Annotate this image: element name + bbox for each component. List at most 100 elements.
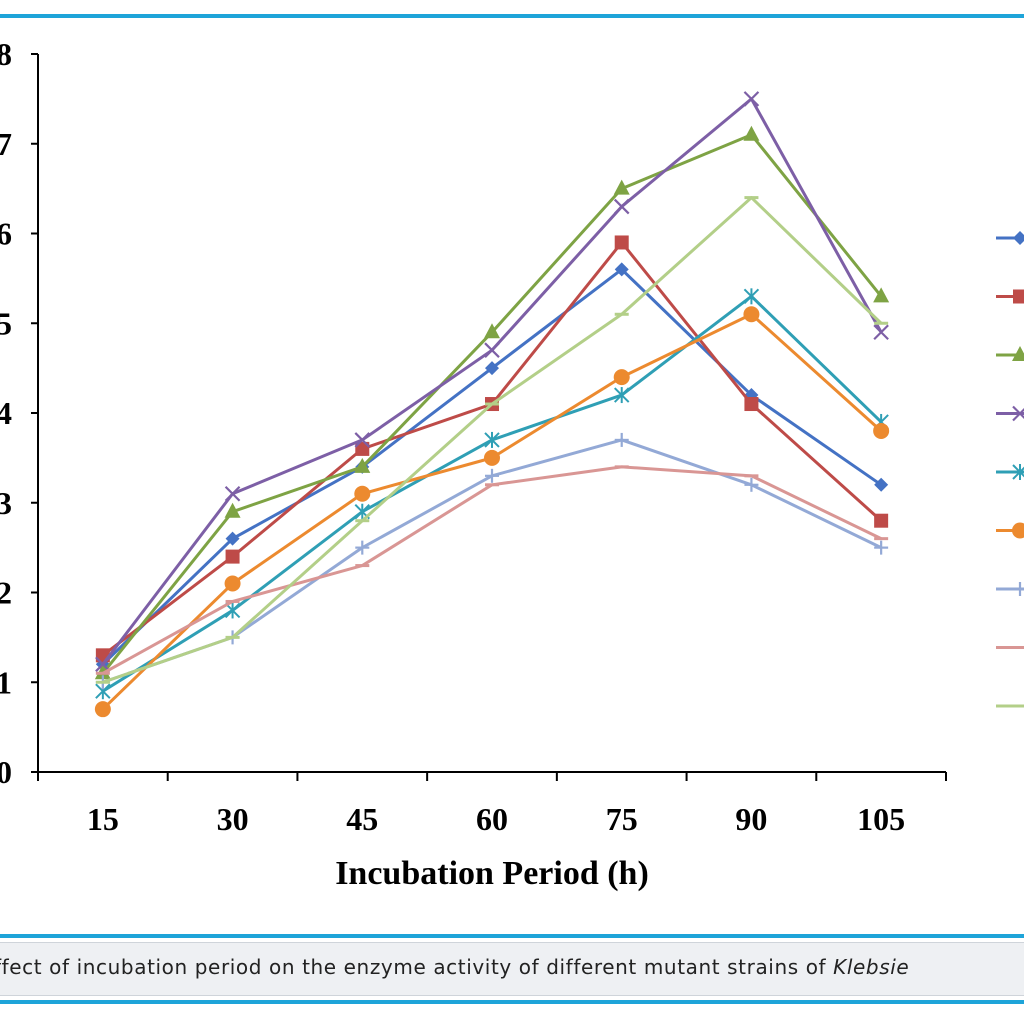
x-marker-stroke <box>1012 407 1024 422</box>
y-tick-label: 3 <box>0 485 12 521</box>
data-point <box>743 125 760 141</box>
x-tick-label: 105 <box>857 801 905 837</box>
data-point <box>224 502 241 518</box>
legend-marker <box>1012 464 1024 480</box>
y-tick-label: 8 <box>0 36 12 72</box>
data-point <box>484 342 500 358</box>
data-point <box>613 179 630 195</box>
y-tick-label: 7 <box>0 126 12 162</box>
circle-marker <box>743 306 760 323</box>
data-point <box>355 441 370 456</box>
square-marker <box>1013 289 1024 304</box>
x-marker-stroke <box>873 324 889 341</box>
x-axis-title: Incubation Period (h) <box>335 855 649 892</box>
series-5 <box>95 288 889 700</box>
data-point <box>485 361 499 376</box>
legend-item-3 <box>996 346 1024 361</box>
square-marker <box>614 235 629 250</box>
legend-marker <box>1013 231 1024 245</box>
square-marker <box>225 549 240 564</box>
top-border-line <box>0 14 1024 18</box>
square-marker <box>355 441 370 456</box>
data-point <box>874 513 889 528</box>
series-2 <box>95 235 889 663</box>
x-tick-label: 30 <box>217 801 249 837</box>
circle-marker <box>94 701 111 718</box>
data-point <box>873 287 890 303</box>
diamond-marker <box>485 361 499 376</box>
legend-marker <box>1013 582 1024 596</box>
legend-item-1 <box>996 231 1024 245</box>
square-marker <box>874 513 889 528</box>
data-point <box>224 485 241 502</box>
legend-item-4 <box>996 405 1024 422</box>
triangle-marker <box>743 125 760 141</box>
legend-marker <box>1012 405 1024 422</box>
legend-item-5 <box>996 464 1024 480</box>
data-point <box>224 602 241 619</box>
data-point <box>613 198 630 215</box>
data-point <box>484 323 500 339</box>
data-point <box>743 91 760 107</box>
data-point <box>354 457 371 473</box>
diamond-marker <box>1013 231 1024 245</box>
data-point <box>873 324 889 341</box>
series-layer <box>94 91 890 718</box>
data-point <box>744 397 759 412</box>
y-tick-label: 1 <box>0 664 12 700</box>
x-marker-stroke <box>613 198 630 215</box>
x-tick-label: 75 <box>606 801 638 837</box>
triangle-marker <box>484 323 500 339</box>
x-marker-stroke <box>224 485 241 502</box>
chart-axes <box>31 53 947 781</box>
circle-marker <box>224 575 241 592</box>
x-tick-label: 45 <box>346 801 378 837</box>
circle-marker <box>873 422 890 439</box>
data-point <box>614 387 630 404</box>
legend-item-6 <box>996 522 1024 539</box>
data-point <box>225 549 240 564</box>
data-point <box>354 432 371 448</box>
x-tick-label: 15 <box>87 801 119 837</box>
circle-marker <box>484 449 500 466</box>
data-point <box>743 288 760 305</box>
data-point <box>614 432 629 447</box>
data-point <box>354 485 371 502</box>
caption-italic-text: Klebsie <box>833 955 910 979</box>
triangle-marker <box>1012 346 1024 361</box>
caption-bottom-line <box>0 1000 1024 1004</box>
legend-marker <box>1012 522 1024 539</box>
y-tick-label: 6 <box>0 216 12 252</box>
caption-text: ffect of incubation period on the enzyme… <box>0 955 909 979</box>
x-marker-stroke <box>354 432 371 448</box>
diamond-marker <box>614 262 629 277</box>
triangle-marker <box>873 287 890 303</box>
circle-marker <box>354 485 371 502</box>
series-4 <box>95 91 889 673</box>
data-point <box>95 656 111 673</box>
series-7 <box>95 432 889 690</box>
legend-marker <box>1013 289 1024 304</box>
data-point <box>94 701 111 718</box>
legend-item-7 <box>996 582 1024 596</box>
data-point <box>873 422 890 439</box>
x-marker-stroke <box>95 656 111 673</box>
x-tick-label: 60 <box>476 801 508 837</box>
legend-marker <box>1012 346 1024 361</box>
data-point <box>874 540 889 555</box>
data-point <box>225 531 240 546</box>
series-line <box>101 240 883 657</box>
data-point <box>613 369 630 386</box>
series-9 <box>95 196 889 684</box>
diamond-marker <box>225 531 240 546</box>
legend <box>996 231 1024 708</box>
figure-caption: ffect of incubation period on the enzyme… <box>0 942 1024 996</box>
legend-item-2 <box>996 289 1024 304</box>
series-line <box>101 97 883 666</box>
data-point <box>224 575 241 592</box>
triangle-marker <box>224 502 241 518</box>
y-tick-label: 5 <box>0 305 12 341</box>
data-point <box>485 468 499 483</box>
